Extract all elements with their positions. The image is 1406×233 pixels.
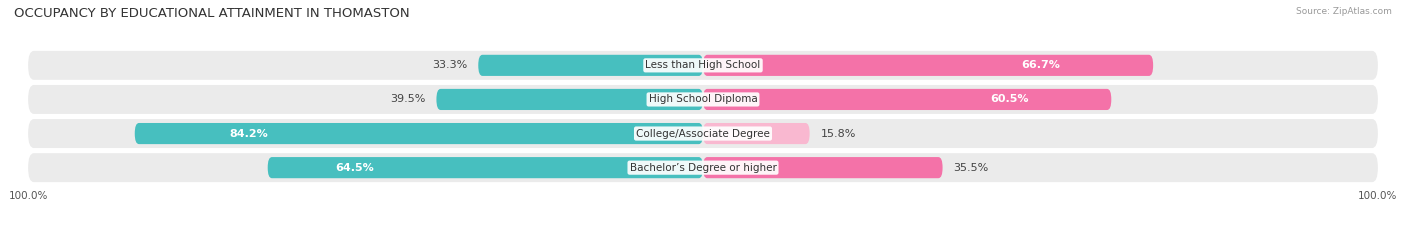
Text: 64.5%: 64.5%	[336, 163, 374, 173]
Text: 39.5%: 39.5%	[391, 94, 426, 104]
FancyBboxPatch shape	[28, 51, 1378, 80]
Text: OCCUPANCY BY EDUCATIONAL ATTAINMENT IN THOMASTON: OCCUPANCY BY EDUCATIONAL ATTAINMENT IN T…	[14, 7, 409, 20]
FancyBboxPatch shape	[478, 55, 703, 76]
FancyBboxPatch shape	[135, 123, 703, 144]
Text: College/Associate Degree: College/Associate Degree	[636, 129, 770, 139]
Text: Bachelor’s Degree or higher: Bachelor’s Degree or higher	[630, 163, 776, 173]
Text: Source: ZipAtlas.com: Source: ZipAtlas.com	[1296, 7, 1392, 16]
FancyBboxPatch shape	[703, 157, 942, 178]
FancyBboxPatch shape	[703, 89, 1111, 110]
FancyBboxPatch shape	[28, 153, 1378, 182]
FancyBboxPatch shape	[436, 89, 703, 110]
Text: 15.8%: 15.8%	[821, 129, 856, 139]
Text: 66.7%: 66.7%	[1021, 60, 1060, 70]
FancyBboxPatch shape	[28, 119, 1378, 148]
FancyBboxPatch shape	[267, 157, 703, 178]
Text: 35.5%: 35.5%	[953, 163, 988, 173]
FancyBboxPatch shape	[28, 85, 1378, 114]
Text: Less than High School: Less than High School	[645, 60, 761, 70]
Text: 33.3%: 33.3%	[432, 60, 467, 70]
Text: 84.2%: 84.2%	[229, 129, 267, 139]
FancyBboxPatch shape	[703, 55, 1153, 76]
Text: High School Diploma: High School Diploma	[648, 94, 758, 104]
Text: 60.5%: 60.5%	[990, 94, 1028, 104]
FancyBboxPatch shape	[703, 123, 810, 144]
